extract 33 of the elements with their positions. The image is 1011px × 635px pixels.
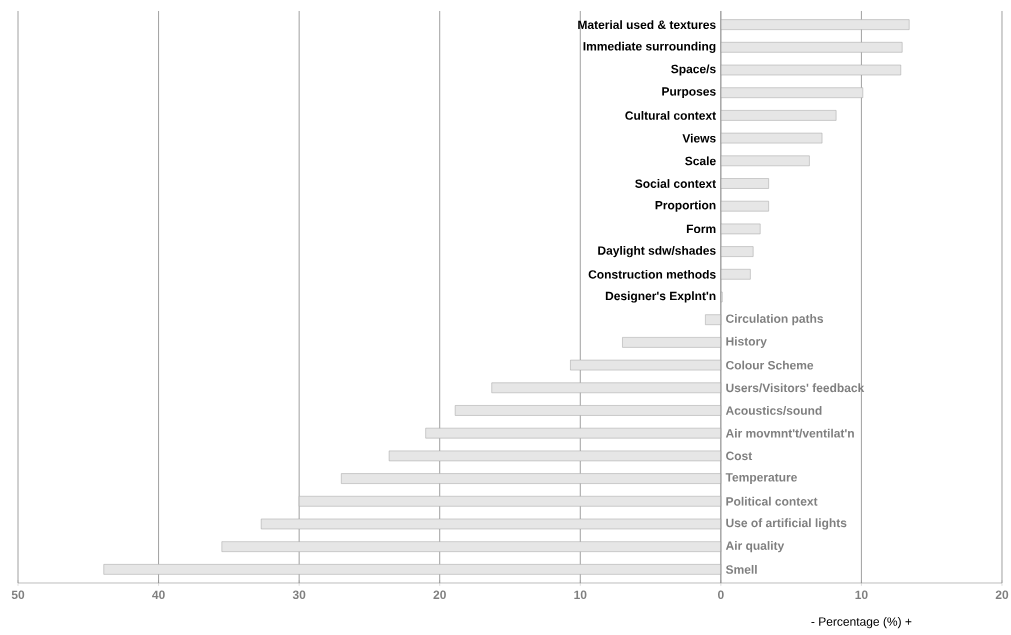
x-tick-label: 30: [292, 590, 306, 600]
x-tick-label: 10: [855, 590, 868, 600]
y-tick-label: Views: [682, 133, 716, 143]
x-axis-title: - Percentage (%) +: [811, 617, 912, 629]
y-tick-label: Air quality: [725, 541, 785, 553]
y-tick-label: Smell: [725, 564, 757, 574]
x-tick-label: 20: [995, 590, 1009, 600]
y-tick-label: Construction methods: [588, 269, 716, 279]
x-tick-label: 50: [11, 590, 25, 600]
y-tick-label: Proportion: [655, 200, 716, 212]
y-tick-label: Immediate surrounding: [583, 41, 716, 53]
y-tick-label: Space/s: [671, 64, 716, 76]
y-tick-label: Material used & textures: [578, 20, 716, 30]
y-tick-label: Temperature: [725, 473, 797, 484]
x-tick-label: 0: [718, 590, 724, 600]
y-tick-label: Purposes: [662, 87, 716, 99]
x-tick-label: 10: [574, 590, 587, 600]
y-tick-label: Social context: [635, 179, 716, 188]
y-tick-label: Air movmnt't/ventilat'n: [725, 428, 854, 438]
y-tick-label: Colour Scheme: [726, 360, 814, 370]
y-tick-label: Circulation paths: [726, 314, 824, 326]
y-tick-label: Political context: [726, 496, 818, 506]
y-tick-label: Daylight sdw/shades: [598, 245, 716, 258]
y-tick-label: Use of artificial lights: [726, 518, 847, 530]
y-tick-label: Designer's Explnt'n: [605, 291, 716, 303]
y-tick-label: Scale: [685, 156, 716, 166]
x-tick-label: 40: [152, 590, 165, 600]
y-tick-label: Cost: [726, 451, 753, 461]
y-tick-label: Form: [686, 224, 716, 234]
x-tick-label: 20: [433, 590, 446, 600]
y-tick-label: History: [726, 336, 767, 348]
y-tick-label: Acoustics/sound: [725, 406, 822, 415]
y-tick-label: Cultural context: [625, 110, 716, 120]
